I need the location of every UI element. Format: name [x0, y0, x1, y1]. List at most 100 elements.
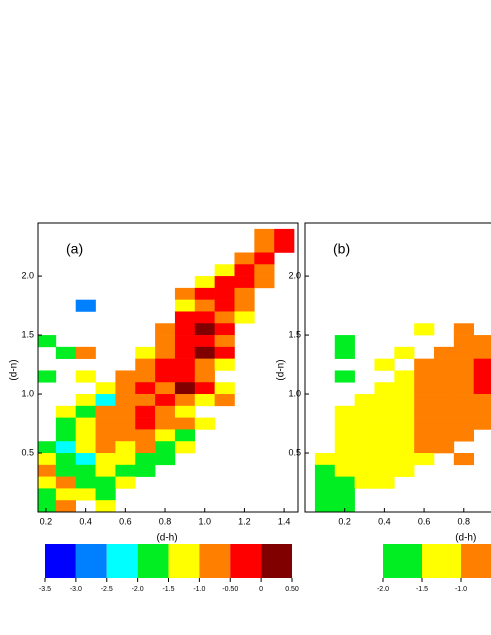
cell: [95, 464, 116, 477]
cell: [334, 476, 355, 489]
cell: [135, 346, 156, 359]
cell: [135, 441, 156, 454]
cell: [95, 488, 116, 501]
x-tick-label: 0.6: [418, 516, 431, 526]
cell: [95, 441, 116, 454]
cell: [194, 346, 215, 359]
cell: [274, 228, 295, 241]
y-axis-label: (d-n): [9, 359, 20, 380]
cell: [453, 429, 475, 442]
cell: [75, 429, 96, 442]
cell: [314, 488, 336, 501]
cell: [115, 464, 136, 477]
y-tick-label: 0.5: [288, 447, 301, 457]
cell: [55, 500, 77, 512]
cell: [214, 264, 235, 277]
cell: [194, 417, 215, 430]
colorbar-label: -2.0: [377, 586, 389, 593]
cell: [434, 441, 455, 454]
cell: [414, 394, 435, 407]
cell: [374, 441, 395, 454]
cell: [374, 453, 395, 466]
cell: [394, 405, 415, 418]
cell: [434, 370, 455, 383]
y-tick-label: 2.0: [21, 270, 34, 280]
cell: [194, 287, 215, 300]
cell: [394, 394, 415, 407]
cell: [473, 346, 491, 359]
cell: [75, 299, 96, 312]
y-tick-label: 2.0: [288, 270, 301, 280]
x-tick-label: 0.8: [458, 516, 471, 526]
cell: [75, 453, 96, 466]
cell: [155, 358, 176, 371]
cell: [155, 370, 176, 383]
cell: [214, 276, 235, 289]
cell: [135, 417, 156, 430]
cell: [274, 240, 295, 253]
cell: [174, 394, 196, 407]
cell: [314, 500, 336, 512]
cell: [453, 394, 475, 407]
cell: [414, 358, 435, 371]
x-tick-label: 1.2: [238, 516, 251, 526]
cell: [254, 264, 275, 277]
colorbar-label: -1.0: [193, 586, 205, 593]
cell: [234, 311, 255, 324]
cell: [234, 287, 255, 300]
cell: [434, 382, 455, 395]
colorbar-label: 0.50: [285, 586, 299, 593]
cell: [194, 382, 215, 395]
cell: [414, 441, 435, 454]
cell: [135, 453, 156, 466]
colorbar-label: 0: [259, 586, 263, 593]
cell: [314, 476, 336, 489]
cell: [75, 405, 96, 418]
cell: [174, 335, 196, 348]
cell: [354, 394, 375, 407]
cell: [55, 441, 77, 454]
cell: [174, 311, 196, 324]
colorbar-label: -1.5: [162, 586, 174, 593]
y-tick-label: 1.0: [288, 388, 301, 398]
cell: [314, 453, 336, 466]
colorbar-label: -1.0: [455, 586, 467, 593]
cell: [214, 394, 235, 407]
cell: [234, 264, 255, 277]
cell: [75, 417, 96, 430]
cell: [414, 323, 435, 336]
cell: [214, 346, 235, 359]
x-tick-label: 1.0: [198, 516, 211, 526]
cell: [95, 394, 116, 407]
cell: [194, 358, 215, 371]
cell: [334, 417, 355, 430]
cell: [155, 417, 176, 430]
cell: [334, 464, 355, 477]
cell: [354, 405, 375, 418]
cell: [234, 276, 255, 289]
x-tick-label: 1.4: [278, 516, 291, 526]
cell: [434, 346, 455, 359]
cell: [174, 346, 196, 359]
cell: [55, 476, 77, 489]
cell: [434, 394, 455, 407]
cell: [38, 476, 57, 489]
cell: [38, 488, 57, 501]
cell: [55, 429, 77, 442]
cell: [135, 405, 156, 418]
cell: [473, 417, 491, 430]
cell: [394, 370, 415, 383]
x-tick-label: 0.6: [119, 516, 132, 526]
cell: [155, 335, 176, 348]
plot-frame: [304, 222, 491, 513]
cell: [174, 358, 196, 371]
cell: [434, 405, 455, 418]
cell: [314, 464, 336, 477]
cell: [414, 370, 435, 383]
y-tick-label: 1.5: [21, 329, 34, 339]
cell: [115, 405, 136, 418]
cell: [155, 405, 176, 418]
y-axis-label: (d-n): [276, 359, 287, 380]
colorbar-swatch: [168, 544, 200, 578]
